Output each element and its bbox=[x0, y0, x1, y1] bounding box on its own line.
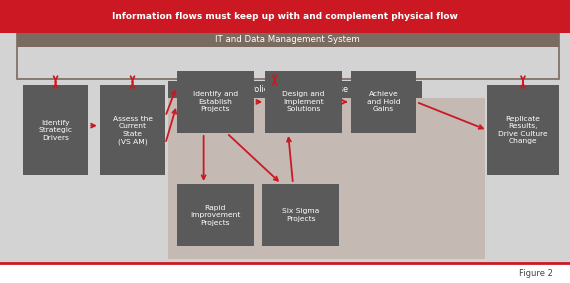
FancyBboxPatch shape bbox=[177, 184, 254, 246]
FancyBboxPatch shape bbox=[168, 81, 422, 98]
FancyBboxPatch shape bbox=[262, 184, 339, 246]
FancyBboxPatch shape bbox=[23, 85, 88, 175]
FancyBboxPatch shape bbox=[351, 71, 416, 133]
FancyBboxPatch shape bbox=[0, 0, 570, 33]
Text: Design and
Implement
Solutions: Design and Implement Solutions bbox=[282, 91, 325, 112]
Text: Achieve
and Hold
Gains: Achieve and Hold Gains bbox=[367, 91, 400, 112]
Text: Identify and
Establish
Projects: Identify and Establish Projects bbox=[193, 91, 238, 112]
Text: Information flows must keep up with and complement physical flow: Information flows must keep up with and … bbox=[112, 12, 458, 21]
Text: Deploy Policies and Standradise work: Deploy Policies and Standradise work bbox=[219, 85, 370, 94]
Text: IT and Data Management System: IT and Data Management System bbox=[215, 35, 360, 44]
Text: Assess the
Current
State
(VS AM): Assess the Current State (VS AM) bbox=[112, 116, 153, 145]
FancyBboxPatch shape bbox=[177, 71, 254, 133]
FancyBboxPatch shape bbox=[0, 263, 570, 283]
Text: Six Sigma
Projects: Six Sigma Projects bbox=[282, 208, 319, 222]
Text: Figure 2: Figure 2 bbox=[519, 269, 553, 278]
FancyBboxPatch shape bbox=[487, 85, 559, 175]
Text: Identify
Strategic
Drivers: Identify Strategic Drivers bbox=[39, 120, 72, 141]
Text: Replicate
Results,
Drive Culture
Change: Replicate Results, Drive Culture Change bbox=[498, 116, 548, 144]
FancyBboxPatch shape bbox=[17, 33, 559, 47]
Text: Rapid
Improvement
Projects: Rapid Improvement Projects bbox=[190, 205, 241, 226]
FancyBboxPatch shape bbox=[16, 44, 560, 258]
FancyBboxPatch shape bbox=[265, 71, 342, 133]
FancyBboxPatch shape bbox=[168, 98, 484, 259]
FancyBboxPatch shape bbox=[100, 85, 165, 175]
